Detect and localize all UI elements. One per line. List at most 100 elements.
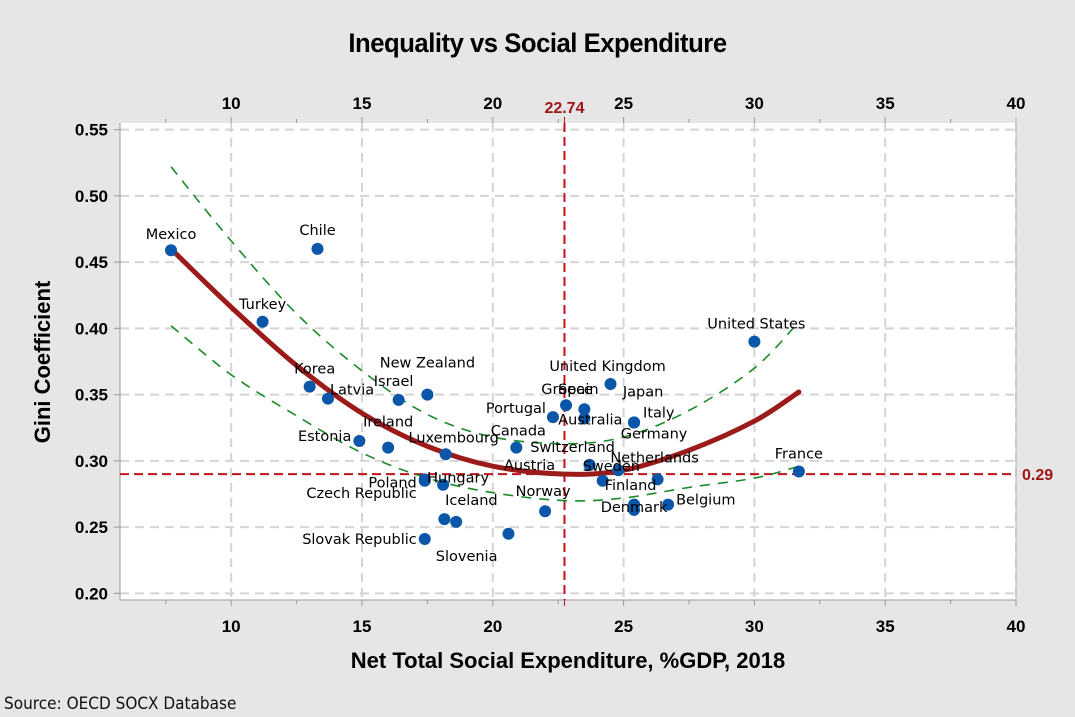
data-point-belgium (662, 498, 675, 511)
x-tick-label-top: 15 (353, 94, 372, 113)
axes: 10 10 15 15 20 20 25 25 30 30 35 35 40 40 0.20 0.25 0.30… (75, 94, 1026, 636)
x-tick-label: 10 (222, 617, 241, 636)
x-tick-label-top: 40 (1007, 94, 1026, 113)
data-point-korea (303, 380, 316, 393)
point-label-finland: Finland (605, 478, 657, 494)
y-tick-label: 0.30 (75, 452, 108, 471)
x-tick-label: 25 (614, 617, 633, 636)
data-point-france (792, 465, 805, 478)
y-tick-label: 0.35 (75, 386, 108, 405)
point-label-austria: Austria (504, 458, 555, 474)
data-point-turkey (256, 315, 269, 328)
data-point-netherlands (651, 473, 664, 486)
chart-title: Inequality vs Social Expenditure (348, 28, 727, 58)
data-point-norway (539, 505, 552, 518)
data-point-iceland (438, 513, 451, 526)
point-label-australia: Australia (558, 412, 622, 428)
point-label-czech-republic: Czech Republic (306, 486, 416, 502)
data-point-sweden (612, 464, 625, 477)
x-tick-label-top: 30 (745, 94, 764, 113)
point-label-luxembourg: Luxembourg (409, 430, 499, 446)
data-point-germany (628, 416, 641, 429)
point-label-new-zealand: New Zealand (380, 356, 475, 372)
y-reference-label: 0.29 (1022, 467, 1053, 484)
data-point-unlabeled (628, 498, 641, 511)
point-label-hungary: Hungary (427, 471, 489, 487)
point-label-latvia: Latvia (330, 383, 374, 399)
fit-curve (168, 246, 802, 477)
data-point-unlabeled (450, 515, 463, 528)
data-point-estonia (353, 435, 366, 447)
point-label-canada: Canada (491, 424, 546, 440)
data-point-australia (578, 412, 591, 425)
point-label-korea: Korea (294, 362, 335, 378)
y-tick-label: 0.20 (75, 584, 108, 603)
y-tick-label: 0.25 (75, 518, 108, 537)
point-label-iceland: Iceland (445, 493, 497, 509)
point-label-germany: Germany (621, 426, 688, 442)
y-axis-label: Gini Coefficient (30, 280, 55, 443)
point-label-poland: Poland (368, 475, 416, 491)
data-point-latvia (321, 392, 334, 405)
data-point-greece (560, 399, 573, 412)
data-point-ireland (382, 441, 395, 454)
point-label-netherlands: Netherlands (610, 450, 698, 466)
ci-lower-curve (170, 325, 800, 502)
point-label-denmark: Denmark (601, 500, 668, 516)
point-label-turkey: Turkey (238, 297, 287, 313)
point-label-belgium: Belgium (676, 493, 735, 509)
point-label-mexico: Mexico (146, 227, 197, 243)
y-tick-label: 0.55 (75, 121, 108, 140)
point-label-japan: Japan (622, 384, 663, 400)
data-point-united-kingdom (604, 378, 617, 391)
x-tick-label: 15 (353, 617, 372, 636)
data-point-portugal (546, 411, 559, 424)
x-tick-label-top: 20 (483, 94, 502, 113)
x-tick-label-top: 10 (222, 94, 241, 113)
point-label-slovenia: Slovenia (436, 549, 498, 565)
data-point-mexico (165, 244, 178, 257)
data-point-slovak-republic (418, 533, 431, 546)
point-label-united-states: United States (707, 317, 805, 333)
point-label-sweden: Sweden (583, 459, 640, 475)
point-label-italy: Italy (643, 405, 675, 421)
x-tick-label-top: 25 (614, 94, 633, 113)
point-label-switzerland: Switzerland (530, 440, 615, 456)
ci-upper-curve (170, 166, 800, 445)
plot-area (120, 123, 1016, 600)
point-label-slovak-republic: Slovak Republic (302, 532, 417, 548)
data-points (165, 242, 805, 546)
data-point-chile (311, 242, 324, 255)
fit-curves (168, 166, 802, 502)
point-label-norway: Norway (516, 484, 571, 500)
x-tick-label: 40 (1007, 617, 1026, 636)
data-point-israel (392, 393, 405, 406)
data-point-canada (510, 441, 523, 454)
data-point-czech-republic (418, 474, 431, 487)
point-label-portugal: Portugal (486, 401, 546, 417)
x-tick-label: 30 (745, 617, 764, 636)
source-note: Source: OECD SOCX Database (4, 694, 237, 714)
point-label-greece: Greece (541, 382, 593, 398)
y-tick-label: 0.40 (75, 319, 108, 338)
point-label-united-kingdom: United Kingdom (549, 359, 665, 375)
x-tick-label: 35 (876, 617, 895, 636)
data-point-luxembourg (439, 448, 452, 461)
data-point-spain (578, 403, 591, 416)
x-axis-label: Net Total Social Expenditure, %GDP, 2018 (351, 648, 785, 673)
y-tick-label: 0.45 (75, 253, 108, 272)
data-point-slovenia (502, 527, 515, 540)
x-reference-label: 22.74 (544, 100, 584, 117)
data-point-new-zealand (421, 388, 434, 401)
point-label-france: France (775, 446, 823, 462)
data-point-austria (583, 458, 596, 471)
point-label-chile: Chile (299, 223, 335, 239)
x-tick-label-top: 35 (876, 94, 895, 113)
data-point-finland (596, 474, 609, 487)
point-label-spain: Spain (558, 382, 599, 398)
point-label-ireland: Ireland (363, 415, 413, 431)
x-tick-label: 20 (483, 617, 502, 636)
y-tick-label: 0.50 (75, 187, 108, 206)
